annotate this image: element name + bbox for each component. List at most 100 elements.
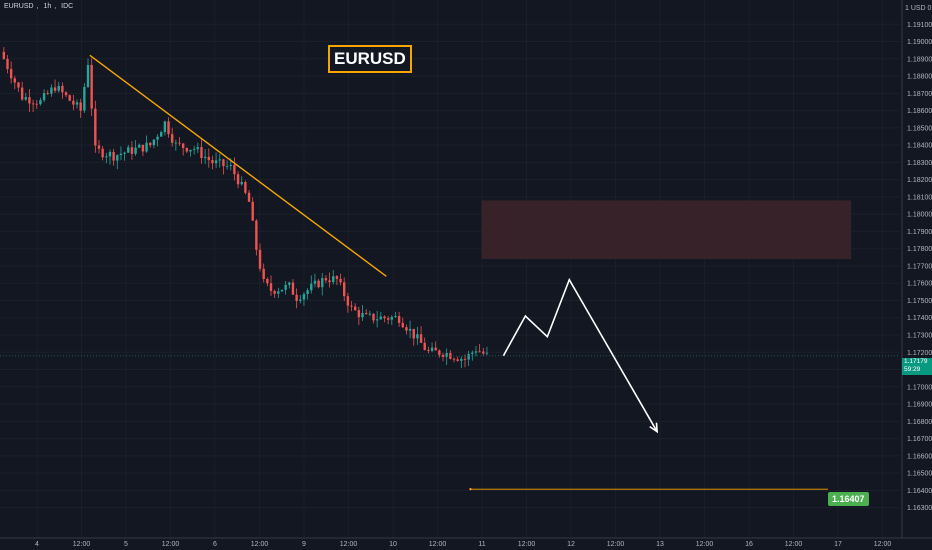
candle-body	[46, 93, 49, 94]
price-tick-label: 1.16900	[907, 402, 932, 409]
candle-body	[105, 156, 108, 158]
grid	[0, 0, 900, 538]
candle-body	[328, 280, 331, 283]
candle-body	[207, 156, 210, 161]
candle-body	[343, 282, 346, 297]
candle-body	[485, 352, 489, 354]
time-tick-label: 13	[656, 541, 664, 548]
candle-body	[31, 103, 35, 105]
target-line-anchor	[469, 487, 472, 491]
candle-body	[353, 306, 357, 311]
candle-body	[123, 152, 126, 154]
time-tick-label: 12:00	[874, 541, 892, 548]
candle-body	[372, 313, 375, 321]
candle-body	[299, 299, 302, 301]
candle-body	[240, 182, 243, 185]
candle-body	[225, 165, 229, 167]
candle-body	[467, 353, 470, 360]
candle-body	[192, 149, 196, 150]
candle-body	[368, 313, 372, 315]
candle-body	[456, 359, 459, 361]
source-label: IDC	[61, 3, 74, 10]
interval-label[interactable]: 1h	[43, 3, 52, 10]
candle-body	[258, 249, 262, 269]
candle-body	[321, 278, 324, 288]
time-tick-label: 4	[35, 541, 39, 548]
candle-body	[178, 142, 181, 144]
candle-body	[141, 144, 145, 152]
candle-body	[478, 351, 481, 353]
time-tick-label: 11	[478, 541, 485, 548]
candle-body	[35, 103, 38, 105]
price-tick-label: 1.16400	[907, 488, 932, 495]
candle-body	[332, 276, 335, 283]
candle-body	[346, 296, 350, 306]
time-tick-label: 5	[124, 541, 128, 548]
candle-body	[233, 164, 236, 175]
price-tick-label: 1.16300	[907, 505, 932, 512]
price-tick-label: 1.17000	[907, 384, 932, 391]
candle-body	[335, 276, 339, 279]
candle-body	[416, 334, 419, 339]
candle-body	[339, 278, 342, 283]
candle-body	[364, 312, 368, 314]
time-tick-label: 6	[213, 541, 217, 548]
time-tick-label: 12:00	[73, 541, 91, 548]
time-tick-label: 16	[745, 541, 753, 548]
candle-body	[236, 174, 240, 185]
candle-body	[463, 358, 467, 360]
candle-body	[262, 268, 265, 279]
price-tick-label: 1.17200	[907, 350, 932, 357]
candle-body	[375, 319, 379, 321]
projection-path	[502, 277, 658, 433]
candle-body	[39, 100, 42, 105]
price-tick-label: 1.17600	[907, 281, 932, 288]
price-tick-label: 1.18000	[907, 212, 932, 219]
candle-body	[430, 347, 434, 351]
candle-body	[13, 78, 17, 83]
candle-body	[53, 87, 57, 91]
candle-body	[244, 182, 247, 193]
candle-body	[474, 351, 478, 353]
candle-body	[471, 352, 474, 354]
candle-body	[350, 305, 353, 307]
candle-body	[211, 160, 214, 164]
candle-body	[42, 93, 46, 101]
candle-body	[460, 358, 463, 361]
bar-countdown: 59:29	[904, 366, 921, 373]
price-tick-label: 1.17900	[907, 229, 932, 236]
price-tick-label: 1.18300	[907, 160, 932, 167]
price-tick-label: 1.17800	[907, 246, 932, 253]
last-price-value: 1.17179	[904, 358, 928, 365]
candle-body	[401, 322, 404, 328]
time-tick-label: 12:00	[340, 541, 358, 548]
candle-body	[288, 282, 291, 285]
candle-body	[94, 108, 97, 146]
time-tick-label: 12:00	[251, 541, 269, 548]
candle-body	[24, 97, 27, 100]
candle-body	[64, 92, 68, 96]
candle-body	[255, 220, 258, 250]
symbol-label[interactable]: EURUSD	[4, 3, 34, 10]
time-tick-label: 9	[302, 541, 306, 548]
candle-body	[83, 86, 86, 111]
candle-body	[313, 280, 317, 284]
candle-body	[50, 87, 53, 94]
candle-body	[181, 143, 185, 148]
candle-body	[152, 139, 156, 146]
candle-body	[17, 82, 20, 88]
candle-body	[28, 97, 31, 104]
time-tick-label: 12:00	[696, 541, 714, 548]
candle-body	[302, 294, 306, 300]
candle-body	[445, 353, 448, 357]
candle-body	[61, 85, 64, 93]
candles	[2, 47, 489, 368]
price-tick-label: 1.16700	[907, 436, 932, 443]
price-tick-label: 1.18900	[907, 56, 932, 63]
chart-header: EURUSD, 1h, IDC	[4, 3, 74, 10]
candle-body	[222, 159, 225, 167]
candle-body	[160, 132, 163, 137]
candle-body	[86, 64, 90, 87]
price-tick-label: 1.17400	[907, 315, 932, 322]
